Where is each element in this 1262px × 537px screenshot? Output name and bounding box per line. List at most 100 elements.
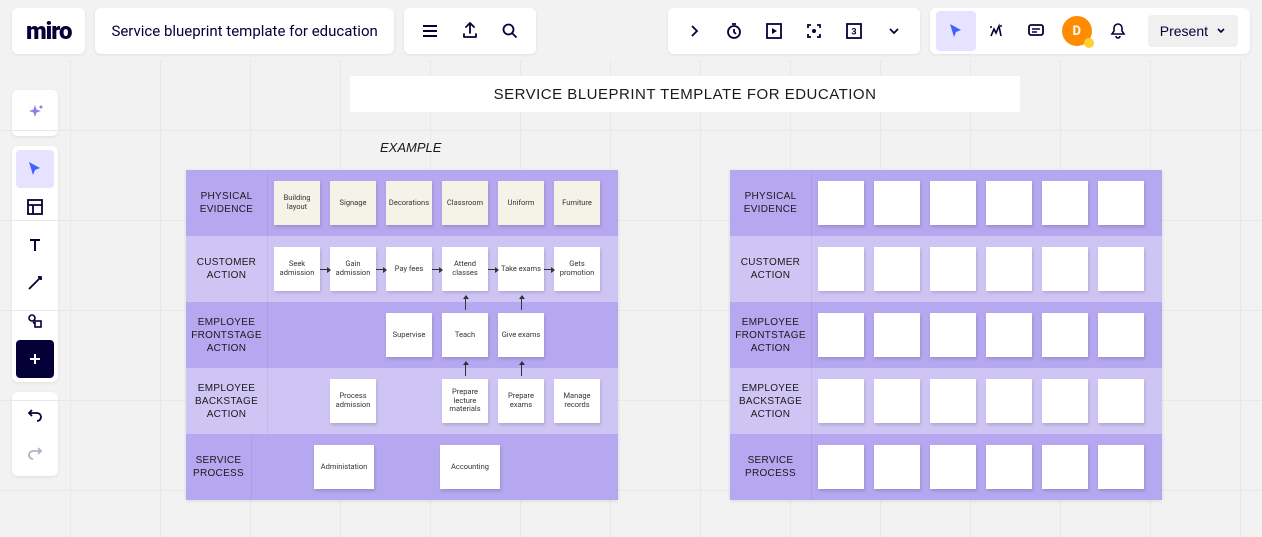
arrow-up-icon [521, 362, 522, 376]
sticky-note-empty[interactable] [986, 313, 1032, 357]
sticky-note[interactable]: Pay fees [386, 247, 432, 291]
sticky-note-empty[interactable] [930, 445, 976, 489]
sticky-note[interactable]: Decorations [386, 181, 432, 225]
sticky-note-empty[interactable] [986, 379, 1032, 423]
sticky-note-empty[interactable] [874, 445, 920, 489]
sticky-note-empty[interactable] [1042, 379, 1088, 423]
sticky-note-empty[interactable] [1042, 247, 1088, 291]
sticky-note-empty[interactable] [1098, 379, 1144, 423]
blueprint-row: CUSTOMER ACTIONSeek admissionGain admiss… [186, 236, 618, 302]
sticky-note-empty[interactable] [1098, 313, 1144, 357]
row-cells [812, 368, 1162, 434]
number-frame-icon[interactable]: 3 [834, 11, 874, 51]
sticky-note[interactable]: Prepare lecture materials [442, 379, 488, 423]
sticky-note-empty[interactable] [1098, 445, 1144, 489]
frame-play-icon[interactable] [754, 11, 794, 51]
sticky-note-empty[interactable] [930, 379, 976, 423]
sticky-note-empty[interactable] [1098, 247, 1144, 291]
sticky-note-empty[interactable] [930, 181, 976, 225]
top-toolbar: miro Service blueprint template for educ… [12, 8, 1250, 54]
sticky-note-empty[interactable] [930, 247, 976, 291]
present-button[interactable]: Present [1148, 15, 1238, 47]
blueprint-row: EMPLOYEE FRONTSTAGE ACTION [730, 302, 1162, 368]
sticky-note-empty[interactable] [874, 379, 920, 423]
blueprint-row: EMPLOYEE BACKSTAGE ACTION Process admissi… [186, 368, 618, 434]
sticky-note[interactable]: Uniform [498, 181, 544, 225]
blueprint-row: SERVICE PROCESS [730, 434, 1162, 500]
sticky-note-empty[interactable] [818, 247, 864, 291]
arrow-right-icon [376, 269, 386, 270]
export-icon[interactable] [450, 11, 490, 51]
row-cells: SuperviseTeachGive exams [268, 302, 618, 368]
sticky-note[interactable]: Classroom [442, 181, 488, 225]
sticky-note[interactable]: Signage [330, 181, 376, 225]
sticky-note-empty[interactable] [986, 181, 1032, 225]
sticky-note[interactable]: Attend classes [442, 247, 488, 291]
row-label: CUSTOMER ACTION [186, 236, 268, 302]
chevron-right-icon[interactable] [674, 11, 714, 51]
row-cells: Building layoutSignageDecorationsClassro… [268, 170, 618, 236]
reactions-icon[interactable] [976, 11, 1016, 51]
blueprint-row: EMPLOYEE FRONTSTAGE ACTIONSuperviseTeach… [186, 302, 618, 368]
sticky-note-empty[interactable] [874, 313, 920, 357]
sticky-note-empty[interactable] [986, 445, 1032, 489]
blueprint-frame-blank[interactable]: PHYSICAL EVIDENCECUSTOMER ACTIONEMPLOYEE… [730, 170, 1162, 500]
row-label: SERVICE PROCESS [186, 434, 252, 500]
blueprint-row: PHYSICAL EVIDENCE [730, 170, 1162, 236]
board-title: Service blueprint template for education [111, 22, 377, 40]
collab-tools-group: D Present [930, 8, 1250, 54]
sticky-note[interactable]: Process admission [330, 379, 376, 423]
row-cells [812, 236, 1162, 302]
blueprint-row: SERVICE PROCESS Administation Accounting [186, 434, 618, 500]
cursor-collab-icon[interactable] [936, 11, 976, 51]
logo-container[interactable]: miro [12, 8, 85, 54]
row-label: EMPLOYEE FRONTSTAGE ACTION [186, 302, 268, 368]
sticky-note-empty[interactable] [1098, 181, 1144, 225]
sticky-note-empty[interactable] [818, 313, 864, 357]
search-icon[interactable] [490, 11, 530, 51]
sticky-note-empty[interactable] [818, 445, 864, 489]
row-cells: Seek admissionGain admissionPay feesAtte… [268, 236, 618, 302]
blueprint-row: EMPLOYEE BACKSTAGE ACTION [730, 368, 1162, 434]
row-label: CUSTOMER ACTION [730, 236, 812, 302]
sticky-note[interactable]: Take exams [498, 247, 544, 291]
sticky-note[interactable]: Prepare exams [498, 379, 544, 423]
sticky-note-empty[interactable] [818, 379, 864, 423]
comment-icon[interactable] [1016, 11, 1056, 51]
sticky-note[interactable]: Supervise [386, 313, 432, 357]
sticky-note[interactable]: Gets promotion [554, 247, 600, 291]
row-label: SERVICE PROCESS [730, 434, 812, 500]
sticky-note[interactable]: Seek admission [274, 247, 320, 291]
blueprint-row: CUSTOMER ACTION [730, 236, 1162, 302]
sticky-note[interactable]: Give exams [498, 313, 544, 357]
svg-text:3: 3 [851, 28, 856, 38]
row-label: PHYSICAL EVIDENCE [186, 170, 268, 236]
notification-icon[interactable] [1098, 11, 1138, 51]
arrow-up-icon [465, 296, 466, 310]
sticky-note-empty[interactable] [986, 247, 1032, 291]
sticky-note-empty[interactable] [1042, 181, 1088, 225]
sticky-note-empty[interactable] [1042, 313, 1088, 357]
more-icon[interactable] [874, 11, 914, 51]
sticky-note[interactable]: Administation [314, 445, 374, 489]
sticky-note[interactable]: Accounting [440, 445, 500, 489]
timer-icon[interactable] [714, 11, 754, 51]
menu-icon[interactable] [410, 11, 450, 51]
title-banner[interactable]: SERVICE BLUEPRINT TEMPLATE FOR EDUCATION [350, 76, 1020, 112]
focus-icon[interactable] [794, 11, 834, 51]
user-avatar[interactable]: D [1062, 16, 1092, 46]
row-label: EMPLOYEE BACKSTAGE ACTION [186, 368, 268, 434]
sticky-note-empty[interactable] [930, 313, 976, 357]
sticky-note[interactable]: Manage records [554, 379, 600, 423]
sticky-note[interactable]: Building layout [274, 181, 320, 225]
sticky-note-empty[interactable] [818, 181, 864, 225]
sticky-note[interactable]: Gain admission [330, 247, 376, 291]
sticky-note-empty[interactable] [874, 247, 920, 291]
board-title-container[interactable]: Service blueprint template for education [95, 8, 393, 54]
sticky-note-empty[interactable] [1042, 445, 1088, 489]
sticky-note[interactable]: Teach [442, 313, 488, 357]
sticky-note-empty[interactable] [874, 181, 920, 225]
example-label[interactable]: EXAMPLE [380, 140, 441, 155]
blueprint-frame-example[interactable]: PHYSICAL EVIDENCEBuilding layoutSignageD… [186, 170, 618, 500]
sticky-note[interactable]: Furniture [554, 181, 600, 225]
